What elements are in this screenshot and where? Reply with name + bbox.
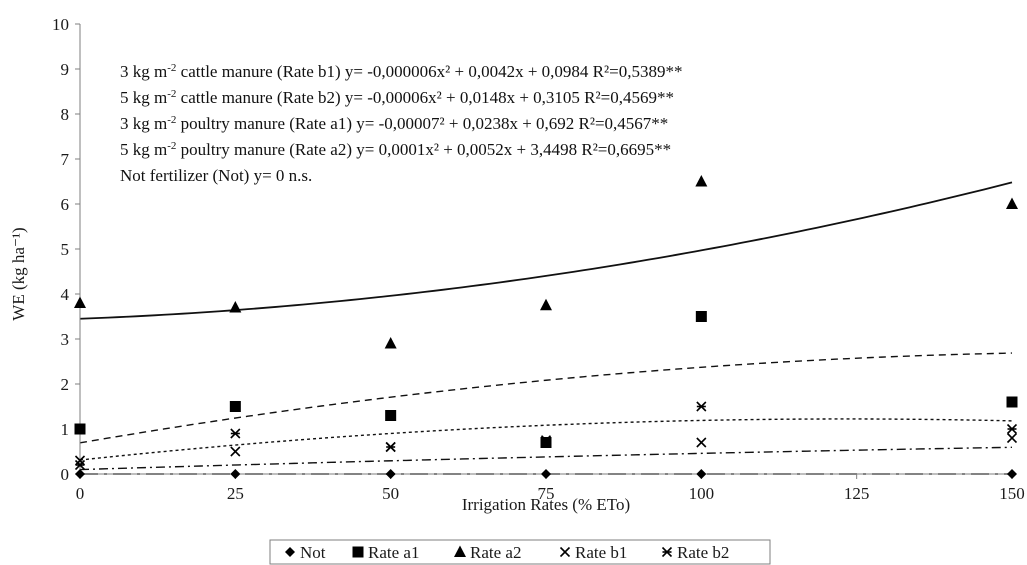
point-rate-b2 — [1006, 423, 1018, 435]
point-not — [1007, 469, 1017, 479]
legend-marker-rate-a1 — [352, 546, 364, 558]
point-rate-b2 — [696, 401, 707, 412]
point-rate-a2 — [384, 337, 397, 349]
x-tick-label: 125 — [844, 484, 870, 503]
trendline-rate-b1 — [79, 446, 1013, 471]
y-tick-label: 3 — [61, 330, 70, 349]
y-tick-label: 2 — [61, 375, 70, 394]
equation-line: 3 kg m-2 cattle manure (Rate b1) y= -0,0… — [120, 62, 682, 81]
point-rate-b2 — [230, 428, 241, 439]
equation-line: 5 kg m-2 poultry manure (Rate a2) y= 0,0… — [120, 140, 671, 159]
x-tick-label: 100 — [689, 484, 715, 503]
point-not — [541, 469, 551, 479]
point-not — [385, 469, 396, 479]
legend-marker-rate-a2 — [454, 545, 466, 557]
point-rate-a1 — [1006, 396, 1018, 408]
equation-line: 3 kg m-2 poultry manure (Rate a1) y= -0,… — [120, 114, 668, 133]
trendline-rate-a2 — [79, 181, 1013, 320]
point-rate-a2 — [695, 175, 708, 187]
point-rate-a2 — [74, 296, 86, 308]
legend-label-rate-a2: Rate a2 — [470, 543, 521, 562]
equation-line: 5 kg m-2 cattle manure (Rate b2) y= -0,0… — [120, 88, 674, 107]
y-tick-label: 7 — [61, 150, 70, 169]
y-tick-label: 9 — [61, 60, 70, 79]
equation-text: Not fertilizer (Not) y= 0 n.s. — [120, 166, 312, 185]
x-tick-label: 75 — [538, 484, 555, 503]
equation-text: 5 kg m — [120, 88, 167, 107]
point-rate-a2 — [229, 301, 242, 313]
y-tick-label: 0 — [61, 465, 70, 484]
y-tick-label: 8 — [61, 105, 70, 124]
point-rate-a1 — [695, 311, 707, 322]
legend-label-not: Not — [300, 543, 326, 562]
equation-annotations: 3 kg m-2 cattle manure (Rate b1) y= -0,0… — [120, 62, 682, 185]
point-rate-a2 — [1006, 197, 1018, 209]
y-tick-label: 4 — [61, 285, 70, 304]
equation-text: cattle manure (Rate b2) y= -0,00006x² + … — [176, 88, 674, 107]
data-points — [74, 175, 1018, 479]
point-rate-a1 — [385, 410, 397, 421]
point-rate-b2 — [385, 441, 396, 453]
point-rate-b2 — [74, 459, 86, 471]
point-not — [696, 469, 707, 479]
point-rate-b1 — [1006, 432, 1018, 444]
x-tick-label: 50 — [382, 484, 399, 503]
equation-text: poultry manure (Rate a1) y= -0,00007² + … — [176, 114, 668, 133]
trendline-rate-b2 — [79, 418, 1013, 461]
point-rate-a1 — [229, 401, 241, 412]
equation-text: 5 kg m — [120, 140, 167, 159]
trendline-rate-a1 — [79, 352, 1013, 444]
trendlines — [79, 181, 1013, 475]
legend-marker-rate-b2 — [661, 546, 673, 558]
equation-text: 3 kg m — [120, 114, 167, 133]
equation-text: poultry manure (Rate a2) y= 0,0001x² + 0… — [176, 140, 671, 159]
x-tick-label: 0 — [76, 484, 85, 503]
equation-text: 3 kg m — [120, 62, 167, 81]
point-rate-b1 — [74, 455, 86, 466]
y-axis-title: WE (kg ha⁻¹) — [9, 227, 28, 320]
y-tick-label: 6 — [61, 195, 70, 214]
point-rate-a2 — [540, 298, 552, 311]
equation-text: cattle manure (Rate b1) y= -0,000006x² +… — [176, 62, 682, 81]
y-tick-label: 10 — [52, 15, 69, 34]
point-rate-b1 — [696, 437, 707, 448]
equation-line: Not fertilizer (Not) y= 0 n.s. — [120, 166, 312, 185]
legend: Not Rate a1 Rate a2 Rate b1 Rate b2 — [269, 539, 771, 565]
equation-superscript: -2 — [167, 114, 176, 126]
point-not — [230, 469, 241, 479]
equation-superscript: -2 — [167, 88, 176, 100]
legend-label-rate-b1: Rate b1 — [575, 543, 627, 562]
legend-marker-not — [285, 547, 295, 557]
point-rate-b1 — [230, 446, 241, 457]
y-tick-label: 1 — [61, 420, 70, 439]
equation-superscript: -2 — [167, 62, 176, 74]
point-not — [75, 469, 85, 479]
point-rate-b2 — [540, 435, 552, 446]
y-tick-label: 5 — [61, 240, 70, 259]
x-tick-label: 25 — [227, 484, 244, 503]
equation-superscript: -2 — [167, 140, 176, 152]
legend-marker-rate-b1 — [559, 546, 571, 558]
legend-label-rate-b2: Rate b2 — [677, 543, 729, 562]
x-axis-title: Irrigation Rates (% ETo) — [462, 495, 630, 514]
point-rate-a1 — [74, 423, 86, 435]
x-tick-label: 150 — [999, 484, 1025, 503]
legend-label-rate-a1: Rate a1 — [368, 543, 419, 562]
